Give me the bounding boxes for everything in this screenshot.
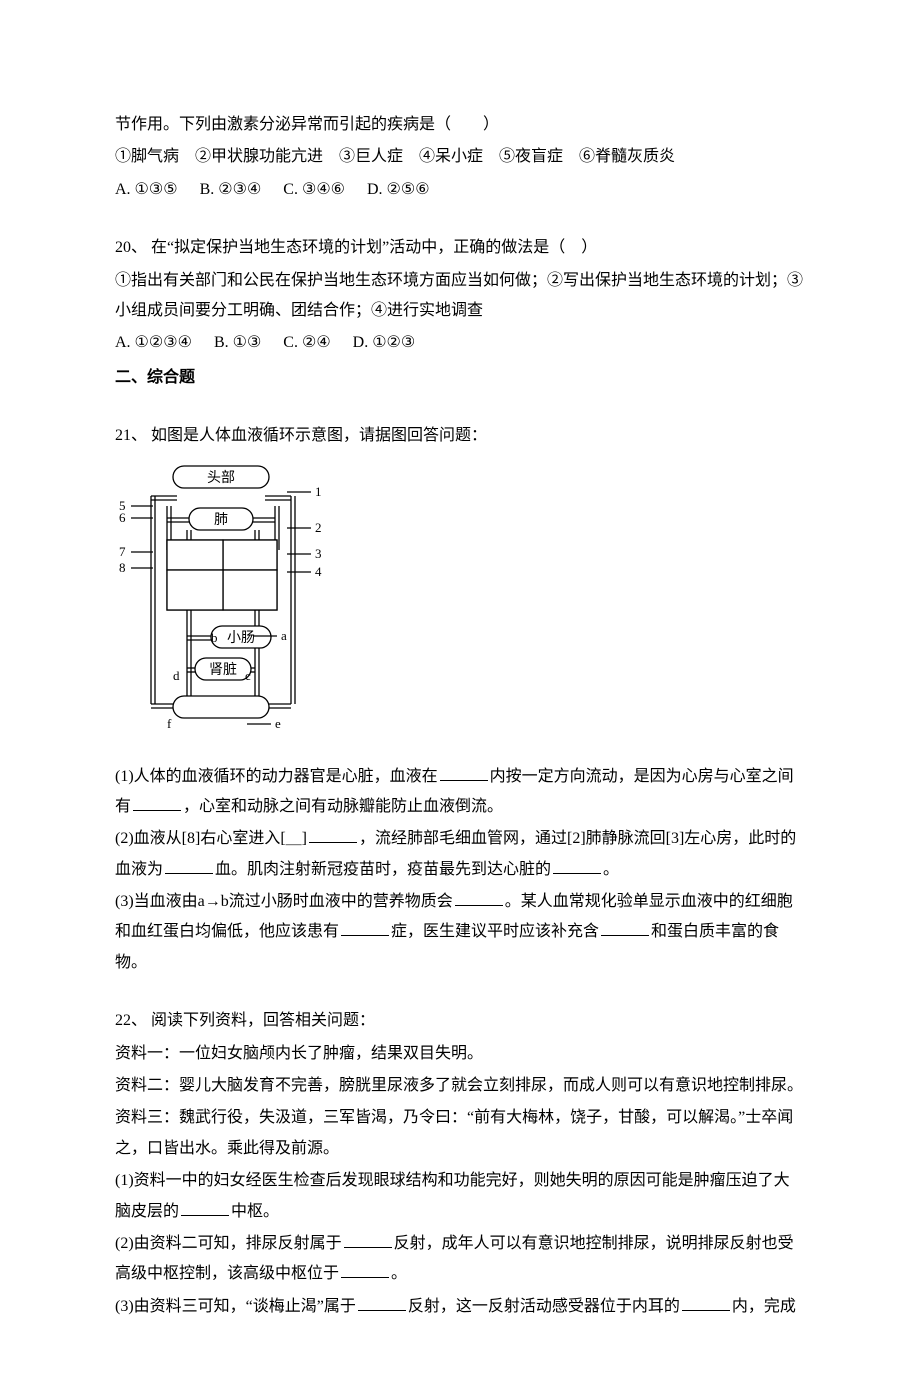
q22-part2: (2)由资料二可知，排尿反射属于反射，成年人可以有意识地控制排尿，说明排尿反射也…: [115, 1229, 805, 1290]
question-19-tail: 节作用。下列由激素分泌异常而引起的疾病是（ ） ①脚气病 ②甲状腺功能亢进 ③巨…: [115, 110, 805, 205]
q21-diagram: 头部肺小肠肾脏12345678abcdef: [115, 460, 805, 744]
blank[interactable]: [358, 1294, 406, 1311]
q21-p2c: 血。肌肉注射新冠疫苗时，疫苗最先到达心脏的: [215, 861, 551, 878]
q22-stem: 22、 阅读下列资料，回答相关问题：: [115, 1006, 805, 1036]
svg-text:c: c: [245, 668, 251, 683]
q21-part2: (2)血液从[8]右心室进入[＿]，流经肺部毛细血管网，通过[2]肺静脉流回[3…: [115, 824, 805, 885]
svg-text:肾脏: 肾脏: [209, 662, 237, 678]
q19-choice-a[interactable]: A. ①③⑤: [115, 181, 178, 198]
svg-text:小肠: 小肠: [227, 630, 255, 646]
q22-p3a: (3)由资料三可知，“谈梅止渴”属于: [115, 1298, 356, 1315]
q19-stem-tail: 节作用。下列由激素分泌异常而引起的疾病是（ ）: [115, 110, 805, 140]
q22-p1b: 中枢。: [231, 1203, 279, 1220]
q20-stem-line2: ①指出有关部门和公民在保护当地生态环境方面应当如何做；②写出保护当地生态环境的计…: [115, 266, 805, 327]
question-20: 20、 在“拟定保护当地生态环境的计划”活动中，正确的做法是（ ） ①指出有关部…: [115, 233, 805, 359]
q20-choices: A. ①②③④ B. ①③ C. ②④ D. ①②③: [115, 328, 805, 358]
q22-p2c: 。: [391, 1265, 407, 1282]
blank[interactable]: [341, 1262, 389, 1279]
q22-p3b: 反射，这一反射活动感受器位于内耳的: [408, 1298, 680, 1315]
q20-choice-d[interactable]: D. ①②③: [353, 334, 416, 351]
svg-text:7: 7: [119, 544, 126, 559]
svg-text:3: 3: [315, 546, 322, 561]
q21-p3a: (3)当血液由a→b流过小肠时血液中的营养物质会: [115, 893, 453, 910]
q20-choice-a[interactable]: A. ①②③④: [115, 334, 192, 351]
q19-choice-c[interactable]: C. ③④⑥: [283, 181, 345, 198]
svg-text:8: 8: [119, 560, 126, 575]
q22-part3: (3)由资料三可知，“谈梅止渴”属于 反射，这一反射活动感受器位于内耳的 内，完成: [115, 1292, 805, 1322]
blank[interactable]: [455, 889, 503, 906]
q21-part3: (3)当血液由a→b流过小肠时血液中的营养物质会。某人血常规化验单显示血液中的红…: [115, 887, 805, 978]
q21-part1: (1)人体的血液循环的动力器官是心脏，血液在内按一定方向流动，是因为心房与心室之…: [115, 762, 805, 823]
q20-choice-c[interactable]: C. ②④: [283, 334, 330, 351]
svg-text:2: 2: [315, 520, 322, 535]
q19-choice-b[interactable]: B. ②③④: [200, 181, 262, 198]
q19-options-list: ①脚气病 ②甲状腺功能亢进 ③巨人症 ④呆小症 ⑤夜盲症 ⑥脊髓灰质炎: [115, 142, 805, 172]
blank[interactable]: [601, 920, 649, 937]
svg-text:4: 4: [315, 564, 322, 579]
q19-choices: A. ①③⑤ B. ②③④ C. ③④⑥ D. ②⑤⑥: [115, 175, 805, 205]
blank[interactable]: [181, 1199, 229, 1216]
svg-text:6: 6: [119, 510, 126, 525]
q19-choice-d[interactable]: D. ②⑤⑥: [367, 181, 430, 198]
q22-material-2: 资料二：婴儿大脑发育不完善，膀胱里尿液多了就会立刻排尿，而成人则可以有意识地控制…: [115, 1071, 805, 1101]
svg-text:a: a: [281, 628, 287, 643]
svg-text:e: e: [275, 716, 281, 731]
q22-material-1: 资料一：一位妇女脑颅内长了肿瘤，结果双目失明。: [115, 1039, 805, 1069]
q21-p1c: ，心室和动脉之间有动脉瓣能防止血液倒流。: [183, 798, 503, 815]
question-22: 22、 阅读下列资料，回答相关问题： 资料一：一位妇女脑颅内长了肿瘤，结果双目失…: [115, 1006, 805, 1322]
blank[interactable]: [341, 920, 389, 937]
q21-stem: 21、 如图是人体血液循环示意图，请据图回答问题：: [115, 421, 805, 451]
q21-p2a: (2)血液从[8]右心室进入[＿]: [115, 830, 307, 847]
q22-p3c: 内，完成: [732, 1298, 796, 1315]
q20-stem-line1: 20、 在“拟定保护当地生态环境的计划”活动中，正确的做法是（ ）: [115, 233, 805, 263]
svg-text:头部: 头部: [207, 470, 235, 486]
section-2-heading: 二、综合题: [115, 363, 805, 393]
svg-text:f: f: [167, 716, 172, 731]
svg-text:b: b: [211, 630, 218, 645]
question-21: 21、 如图是人体血液循环示意图，请据图回答问题： 头部肺小肠肾脏1234567…: [115, 421, 805, 978]
blank[interactable]: [553, 857, 601, 874]
svg-text:d: d: [173, 668, 180, 683]
q21-p3c: 症，医生建议平时应该补充含: [391, 923, 599, 940]
blank[interactable]: [682, 1294, 730, 1311]
blank[interactable]: [165, 857, 213, 874]
q20-choice-b[interactable]: B. ①③: [214, 334, 261, 351]
blank[interactable]: [344, 1231, 392, 1248]
svg-text:肺: 肺: [214, 512, 228, 528]
q22-p2a: (2)由资料二可知，排尿反射属于: [115, 1235, 342, 1252]
circulation-diagram-svg: 头部肺小肠肾脏12345678abcdef: [115, 460, 341, 744]
q21-p1a: (1)人体的血液循环的动力器官是心脏，血液在: [115, 768, 438, 785]
q22-part1: (1)资料一中的妇女经医生检查后发现眼球结构和功能完好，则她失明的原因可能是肿瘤…: [115, 1166, 805, 1227]
blank[interactable]: [133, 794, 181, 811]
svg-text:1: 1: [315, 484, 322, 499]
q22-material-3: 资料三：魏武行役，失汲道，三军皆渴，乃令曰：“前有大梅林，饶子，甘酸，可以解渴。…: [115, 1103, 805, 1164]
blank[interactable]: [309, 827, 357, 844]
q21-p2d: 。: [603, 861, 619, 878]
blank[interactable]: [440, 764, 488, 781]
